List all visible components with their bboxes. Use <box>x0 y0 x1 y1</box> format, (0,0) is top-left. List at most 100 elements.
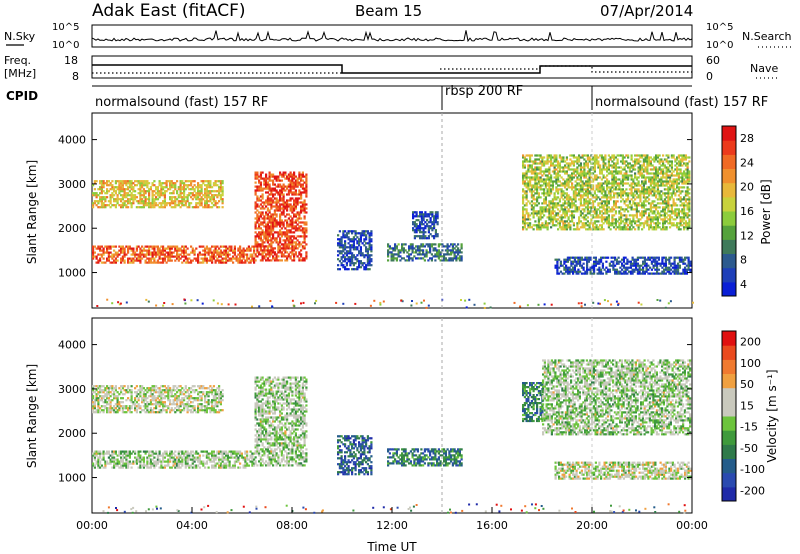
data-cell <box>132 247 135 250</box>
data-cell <box>556 266 559 269</box>
data-cell <box>165 202 168 205</box>
data-cell <box>132 259 135 262</box>
data-cell <box>674 214 677 217</box>
data-cell <box>444 245 447 248</box>
data-cell <box>613 214 616 217</box>
data-cell <box>293 259 296 262</box>
data-cell <box>660 190 663 193</box>
data-cell <box>422 243 425 246</box>
data-cell <box>550 218 553 221</box>
data-cell <box>648 202 651 205</box>
data-cell <box>160 192 163 195</box>
data-cell <box>200 198 203 201</box>
data-cell <box>186 184 189 187</box>
data-cell <box>270 241 273 244</box>
data-cell <box>648 172 651 175</box>
data-cell <box>282 195 285 198</box>
data-cell <box>593 154 596 157</box>
data-cell <box>183 200 186 203</box>
data-cell <box>572 196 575 199</box>
data-cell <box>453 251 456 254</box>
data-cell <box>413 235 416 238</box>
data-cell <box>216 196 219 199</box>
data-cell <box>644 222 647 225</box>
data-cell <box>618 218 621 221</box>
data-cell <box>562 158 565 161</box>
data-cell <box>566 258 569 261</box>
data-cell <box>230 259 233 262</box>
data-cell <box>186 186 189 189</box>
data-cell <box>177 253 180 256</box>
data-cell <box>179 253 182 256</box>
data-cell <box>530 206 533 209</box>
data-cell <box>555 172 558 175</box>
data-cell <box>672 188 675 191</box>
data-cell <box>522 216 525 219</box>
data-cell <box>665 220 668 223</box>
data-cell <box>574 204 577 207</box>
data-cell <box>597 226 600 229</box>
data-cell <box>580 256 583 259</box>
data-cell <box>655 218 658 221</box>
data-cell <box>349 240 352 243</box>
data-cell <box>361 230 364 233</box>
data-cell <box>258 199 261 202</box>
data-cell <box>600 192 603 195</box>
data-cell <box>670 210 673 213</box>
data-cell <box>648 228 651 231</box>
data-cell <box>146 202 149 205</box>
data-cell <box>548 222 551 225</box>
data-cell <box>111 186 114 189</box>
data-cell <box>149 188 152 191</box>
data-cell <box>651 220 654 223</box>
data-cell <box>646 190 649 193</box>
data-cell <box>595 154 598 157</box>
data-cell <box>106 182 109 185</box>
data-cell <box>581 208 584 211</box>
data-cell <box>286 219 289 222</box>
data-cell <box>550 210 553 213</box>
data-cell <box>627 154 630 157</box>
data-cell <box>130 206 133 209</box>
data-cell <box>291 231 294 234</box>
data-cell <box>279 173 282 176</box>
data-cell <box>557 174 560 177</box>
data-cell <box>581 212 584 215</box>
data-cell <box>294 247 297 250</box>
data-cell <box>579 162 582 165</box>
data-cell <box>127 198 130 201</box>
data-cell <box>261 205 264 208</box>
data-cell <box>663 158 666 161</box>
data-cell <box>667 196 670 199</box>
data-cell <box>114 192 117 195</box>
data-cell <box>148 249 151 252</box>
data-cell <box>560 214 563 217</box>
data-cell <box>604 168 607 171</box>
data-cell <box>100 182 103 185</box>
data-cell <box>635 224 638 227</box>
data-cell <box>586 158 589 161</box>
data-cell <box>642 194 645 197</box>
data-cell <box>337 268 340 271</box>
data-cell <box>658 194 661 197</box>
data-cell <box>259 207 262 210</box>
data-cell <box>354 256 357 259</box>
data-cell <box>672 184 675 187</box>
data-cell <box>639 194 642 197</box>
data-cell <box>532 224 535 227</box>
data-cell <box>179 180 182 183</box>
data-cell <box>259 233 262 236</box>
data-cell <box>644 156 647 159</box>
data-cell <box>134 255 137 258</box>
data-cell <box>588 200 591 203</box>
data-cell <box>172 206 175 209</box>
data-cell <box>620 170 623 173</box>
data-cell <box>359 254 362 257</box>
data-cell <box>344 244 347 247</box>
data-cell <box>441 255 444 258</box>
data-cell <box>681 208 684 211</box>
data-cell <box>541 158 544 161</box>
data-cell <box>100 202 103 205</box>
data-cell <box>95 247 98 250</box>
data-cell <box>265 199 268 202</box>
